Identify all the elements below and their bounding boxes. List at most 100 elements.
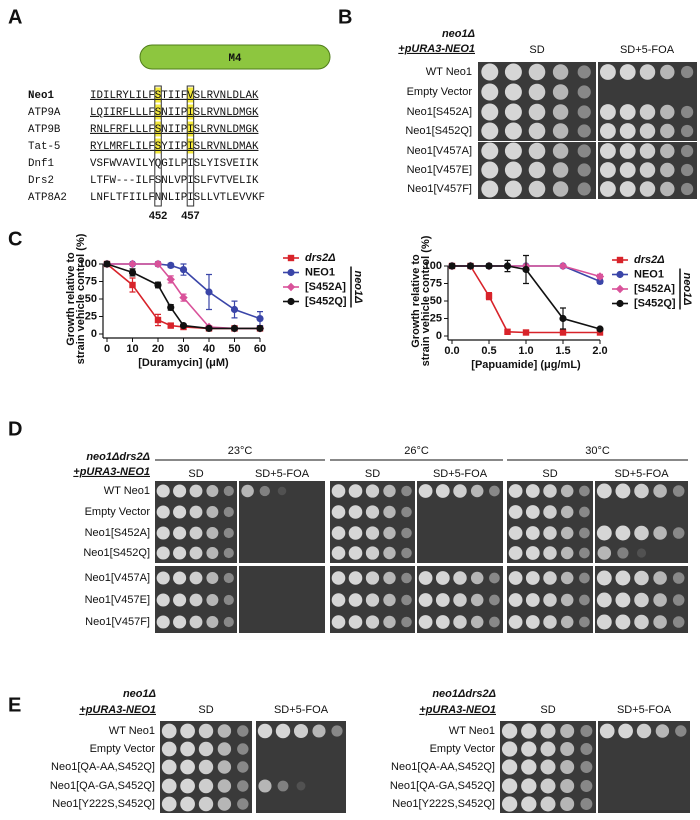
yeast-spot xyxy=(161,723,177,739)
yeast-spot xyxy=(599,123,616,139)
yeast-spot xyxy=(672,485,685,497)
yeast-spot xyxy=(639,143,656,159)
yeast-spot xyxy=(189,526,203,540)
data-point xyxy=(596,325,604,333)
x-tick-label: 40 xyxy=(203,343,215,355)
yeast-spot xyxy=(418,484,433,498)
yeast-spot xyxy=(331,725,343,737)
x-tick-label: 10 xyxy=(126,343,138,355)
yeast-spot xyxy=(525,526,540,540)
data-point xyxy=(153,259,163,269)
data-point xyxy=(179,266,188,274)
sequence-name: Tat-5 xyxy=(28,141,60,153)
x-tick-label: 20 xyxy=(152,343,164,355)
yeast-spot xyxy=(180,796,195,812)
yeast-spot xyxy=(277,780,289,792)
yeast-spot xyxy=(596,570,612,586)
y-tick-label: 75 xyxy=(85,275,97,287)
residue-highlight xyxy=(154,104,162,120)
yeast-spot xyxy=(217,779,232,793)
yeast-spot xyxy=(206,547,219,559)
data-point xyxy=(287,254,295,262)
yeast-spot xyxy=(383,571,396,585)
yeast-spot xyxy=(680,105,694,119)
data-point xyxy=(154,281,162,289)
medium-label: SD xyxy=(198,704,213,716)
yeast-spot xyxy=(660,104,675,120)
strain-label: Neo1[S452Q] xyxy=(405,125,472,137)
strain-label: WT Neo1 xyxy=(104,485,150,497)
yeast-spot xyxy=(680,163,694,177)
yeast-spot xyxy=(560,546,574,560)
sequence: LTFW---ILFSNLVPISLFVTVELIK xyxy=(90,175,259,187)
y-tick-label: 25 xyxy=(85,310,97,322)
yeast-spot xyxy=(543,615,557,629)
yeast-spot xyxy=(508,571,523,585)
yeast-spot xyxy=(331,571,346,585)
data-point xyxy=(167,322,174,329)
yeast-spot xyxy=(599,104,616,120)
strain-label: Neo1[QA-AA,S452Q] xyxy=(51,761,155,773)
data-point xyxy=(522,265,530,274)
legend-group-label: neo1Δ xyxy=(681,272,693,305)
data-point xyxy=(286,282,296,292)
yeast-spot xyxy=(237,761,249,773)
column-box xyxy=(154,85,162,207)
yeast-spot xyxy=(525,505,540,519)
genotype: neo1Δ xyxy=(123,688,156,700)
yeast-spot xyxy=(508,484,523,498)
yeast-spot xyxy=(275,723,291,739)
data-point xyxy=(595,272,605,281)
yeast-spot xyxy=(277,486,287,496)
yeast-spot xyxy=(636,723,652,739)
y-tick-label: 50 xyxy=(430,295,442,307)
yeast-spot xyxy=(634,483,649,499)
strain-label: WT Neo1 xyxy=(426,66,472,78)
yeast-spot xyxy=(217,797,232,811)
yeast-spot xyxy=(543,505,557,519)
x-axis-label: [Papuamide] (μg/mL) xyxy=(471,359,581,371)
yeast-spot xyxy=(619,181,636,197)
yeast-spot xyxy=(660,162,675,178)
yeast-spot xyxy=(161,741,177,757)
y-tick-label: 100 xyxy=(424,260,442,272)
yeast-spot xyxy=(348,593,363,607)
yeast-spot xyxy=(615,525,631,541)
yeast-spot xyxy=(383,526,396,540)
yeast-spot xyxy=(481,142,499,160)
medium-label: SD xyxy=(542,468,557,480)
medium-label: SD+5-FOA xyxy=(433,468,488,480)
y-axis-label: strain vehicle control (%) xyxy=(75,233,87,364)
yeast-spot xyxy=(577,105,591,119)
x-tick-label: 2.0 xyxy=(592,345,607,357)
yeast-spot xyxy=(543,571,557,585)
yeast-spot xyxy=(508,546,523,560)
data-point xyxy=(466,262,475,270)
yeast-spot xyxy=(597,546,612,560)
yeast-spot xyxy=(528,122,546,140)
data-point xyxy=(129,281,136,289)
yeast-spot xyxy=(634,614,649,630)
yeast-spot xyxy=(383,505,396,519)
y-tick-label: 75 xyxy=(430,277,442,289)
residue-highlight xyxy=(187,121,194,137)
yeast-spot xyxy=(198,759,214,775)
yeast-spot xyxy=(636,548,647,558)
plate-image xyxy=(239,481,325,563)
yeast-spot xyxy=(552,181,569,197)
yeast-spot xyxy=(173,546,187,560)
series-line xyxy=(106,263,260,330)
yeast-spot xyxy=(560,742,575,756)
yeast-spot xyxy=(521,759,537,775)
yeast-spot xyxy=(293,723,309,739)
yeast-spot xyxy=(579,506,590,518)
data-point xyxy=(128,259,137,269)
yeast-spot xyxy=(331,526,346,540)
data-point xyxy=(616,299,624,308)
yeast-spot xyxy=(383,484,396,498)
yeast-spot xyxy=(504,161,522,179)
yeast-spot xyxy=(525,593,540,607)
yeast-spot xyxy=(223,572,234,584)
legend-label: [S452Q] xyxy=(634,297,676,309)
